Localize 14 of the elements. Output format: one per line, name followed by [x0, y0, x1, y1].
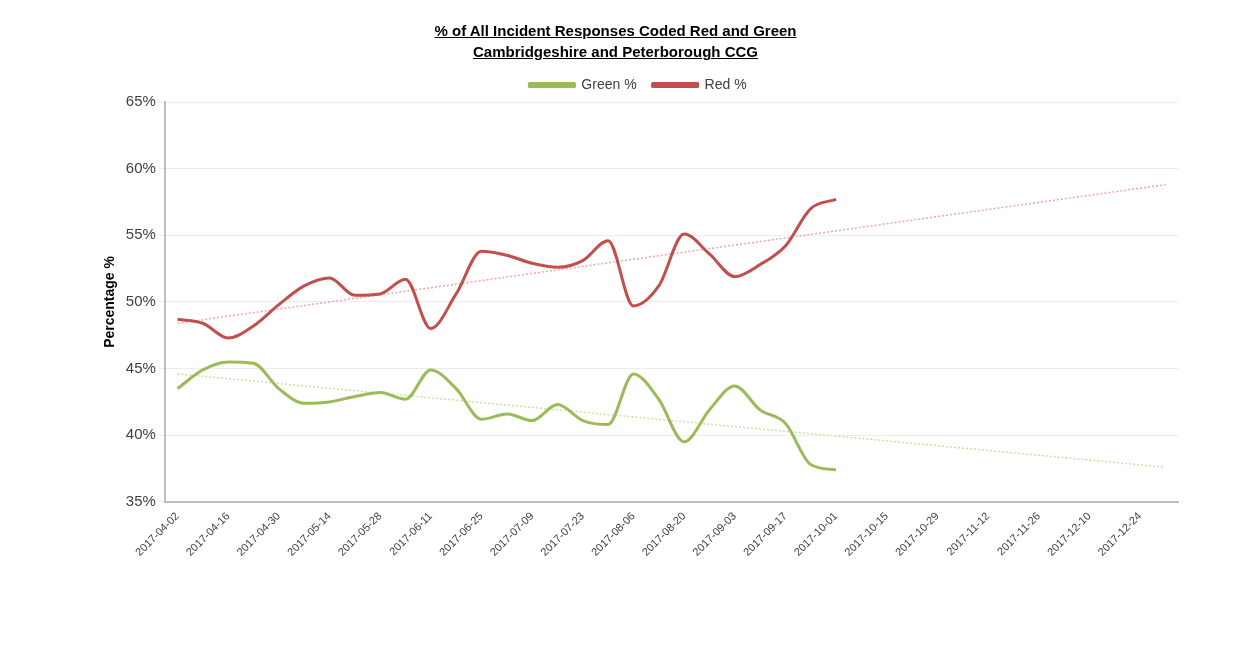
- y-tick-label: 65%: [125, 92, 156, 110]
- chart-subtitle: Cambridgeshire and Peterborough CCG: [471, 42, 759, 62]
- line-series: [175, 360, 838, 472]
- y-tick-label: 55%: [125, 225, 156, 243]
- y-tick-label: 40%: [125, 425, 156, 443]
- y-tick-label: 50%: [125, 292, 156, 310]
- chart-title: % of All Incident Responses Coded Red and Green: [433, 21, 798, 41]
- legend-label: Green %: [581, 75, 637, 92]
- y-axis-title: Percentage %: [101, 255, 118, 348]
- y-tick-label: 35%: [125, 492, 156, 510]
- legend-label: Red %: [704, 75, 747, 92]
- y-tick-label: 45%: [125, 358, 156, 376]
- line-series: [175, 197, 838, 340]
- y-tick-label: 60%: [125, 158, 156, 176]
